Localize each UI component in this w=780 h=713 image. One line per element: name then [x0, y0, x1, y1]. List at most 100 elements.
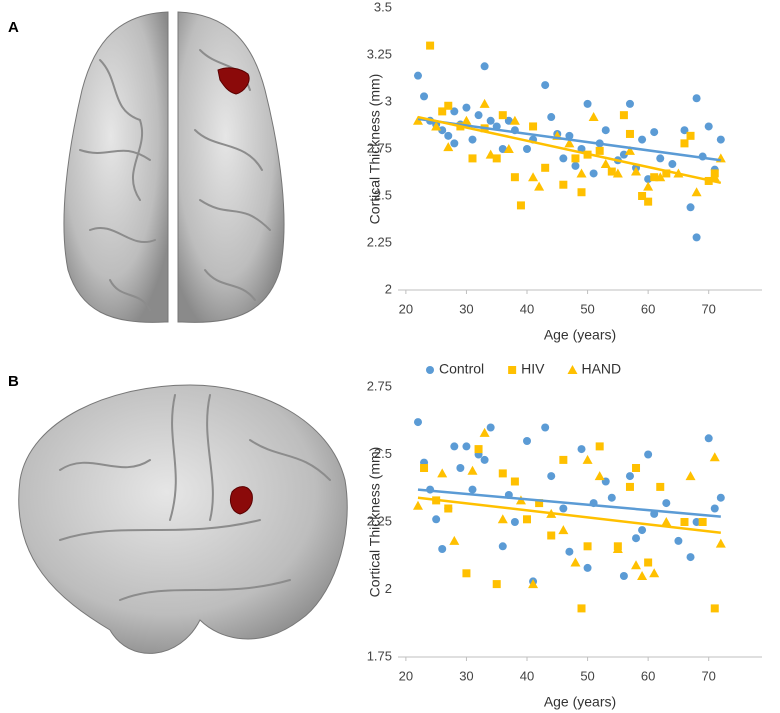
- data-point: [716, 493, 725, 502]
- data-point: [444, 131, 453, 140]
- data-point: [510, 477, 519, 486]
- data-point: [426, 41, 435, 50]
- data-point: [438, 107, 447, 116]
- data-point: [413, 418, 422, 427]
- data-point: [474, 111, 483, 120]
- data-point: [674, 536, 683, 545]
- y-tick-label: 2.25: [367, 513, 392, 528]
- panel-label: B: [8, 373, 19, 390]
- data-point: [710, 604, 719, 613]
- y-axis-title: Cortical Thickness (mm): [367, 74, 383, 225]
- legend-label: Control: [439, 361, 484, 377]
- data-point: [638, 192, 647, 200]
- data-point: [462, 569, 471, 578]
- data-point: [612, 168, 623, 178]
- data-point: [577, 445, 586, 454]
- data-point: [468, 485, 477, 494]
- x-axis-title: Age (years): [544, 327, 616, 343]
- brain-top-view: [63, 11, 285, 323]
- data-point: [686, 203, 695, 212]
- data-point: [576, 168, 587, 178]
- data-point: [612, 544, 623, 553]
- y-tick-label: 2.5: [374, 187, 392, 202]
- data-point: [498, 145, 507, 153]
- data-point: [541, 423, 550, 432]
- data-point: [480, 62, 489, 71]
- data-point: [558, 525, 569, 535]
- data-point: [631, 166, 642, 176]
- data-point: [624, 145, 635, 155]
- data-point: [420, 464, 429, 472]
- y-axis-title: Cortical Thickness (mm): [367, 447, 383, 598]
- data-point: [503, 144, 514, 153]
- data-point: [638, 135, 647, 144]
- data-point: [644, 558, 653, 567]
- data-point: [662, 169, 671, 178]
- y-tick-label: 2.75: [367, 378, 392, 393]
- data-point: [692, 518, 701, 526]
- data-point: [709, 172, 720, 182]
- data-point: [450, 107, 459, 116]
- panel-label: A: [8, 19, 19, 36]
- brain-lateral-view: [18, 384, 348, 654]
- trend-line: [417, 115, 722, 185]
- data-point: [680, 139, 689, 148]
- data-point: [709, 452, 720, 462]
- data-point: [638, 526, 647, 535]
- data-point: [541, 81, 550, 90]
- data-point: [413, 71, 422, 80]
- data-point: [498, 469, 507, 478]
- x-tick-label: 30: [459, 301, 473, 316]
- x-axis-title: Age (years): [544, 694, 616, 710]
- data-point: [619, 572, 628, 580]
- y-tick-label: 2: [385, 581, 392, 596]
- legend-label: HAND: [581, 361, 621, 377]
- x-tick-label: 20: [399, 301, 413, 316]
- data-point: [547, 531, 556, 540]
- data-point: [486, 423, 495, 432]
- data-point: [625, 99, 634, 108]
- data-point: [468, 154, 477, 163]
- data-point: [438, 126, 447, 135]
- data-point: [479, 98, 490, 108]
- data-point: [485, 149, 496, 159]
- data-point: [420, 92, 429, 101]
- data-point: [559, 504, 568, 513]
- data-point: [462, 442, 471, 451]
- data-point: [583, 542, 592, 551]
- data-point: [704, 434, 713, 443]
- data-point: [510, 518, 519, 526]
- data-point: [467, 465, 478, 475]
- data-point: [474, 445, 483, 454]
- data-point: [716, 135, 725, 144]
- data-point: [643, 181, 654, 191]
- data-point: [607, 493, 616, 502]
- data-point: [686, 131, 695, 140]
- data-point: [583, 99, 592, 108]
- data-point: [529, 122, 538, 131]
- data-point: [637, 571, 648, 580]
- data-point: [480, 455, 489, 464]
- data-point: [412, 115, 423, 125]
- data-point: [668, 160, 677, 169]
- data-point: [535, 499, 544, 508]
- data-point: [479, 427, 490, 437]
- data-point: [523, 515, 532, 524]
- x-tick-label: 60: [641, 668, 655, 683]
- data-point: [650, 128, 659, 137]
- data-point: [577, 604, 586, 613]
- x-tick-label: 40: [520, 301, 534, 316]
- data-point: [680, 126, 689, 135]
- data-point: [431, 121, 442, 131]
- data-point: [607, 167, 616, 176]
- data-point: [698, 518, 707, 526]
- data-point: [686, 553, 695, 562]
- data-point: [444, 101, 453, 110]
- data-point: [594, 471, 605, 481]
- data-point: [497, 514, 508, 524]
- data-point: [571, 154, 580, 163]
- data-point: [632, 464, 641, 472]
- data-point: [564, 138, 575, 148]
